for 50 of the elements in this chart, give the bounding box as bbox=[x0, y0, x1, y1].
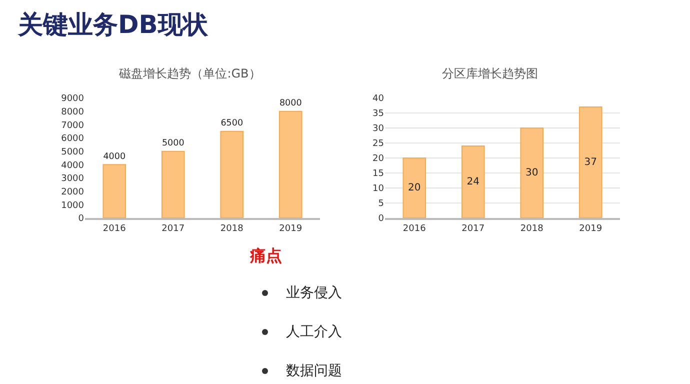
bar bbox=[520, 128, 544, 218]
data-label: 24 bbox=[466, 176, 480, 188]
y-tick-label: 9000 bbox=[61, 94, 84, 104]
y-tick-label: 25 bbox=[372, 139, 384, 150]
y-tick-label: 40 bbox=[372, 94, 384, 104]
text: 关键业务DB现状 bbox=[18, 9, 208, 41]
data-label: 4000 bbox=[103, 152, 126, 162]
y-tick-label: 5000 bbox=[61, 147, 84, 158]
y-tick-label: 5 bbox=[378, 199, 384, 210]
data-label: 20 bbox=[408, 182, 421, 194]
y-tick-label: 8000 bbox=[61, 107, 84, 118]
text: 业务侵入 bbox=[286, 285, 342, 301]
bar bbox=[161, 150, 185, 218]
bar bbox=[402, 158, 426, 218]
bar bbox=[220, 130, 244, 218]
x-tick-label: 2016 bbox=[102, 224, 126, 234]
x-tick-label: 2018 bbox=[220, 224, 244, 234]
data-label: 5000 bbox=[162, 138, 184, 149]
y-tick-label: 15 bbox=[372, 169, 384, 180]
text: 人工介入 bbox=[286, 324, 342, 340]
y-tick-label: 4000 bbox=[61, 160, 84, 171]
y-tick-label: 0 bbox=[378, 214, 384, 224]
y-tick-label: 6000 bbox=[61, 134, 84, 144]
x-tick-label: 2019 bbox=[279, 224, 302, 234]
y-tick-label: 0 bbox=[78, 214, 84, 224]
y-tick-label: 35 bbox=[372, 109, 384, 120]
x-tick-label: 2018 bbox=[520, 224, 544, 234]
data-label: 8000 bbox=[279, 98, 302, 109]
x-tick-label: 2016 bbox=[402, 224, 426, 234]
y-tick-label: 10 bbox=[372, 184, 384, 194]
bar bbox=[578, 106, 602, 218]
text: 数据问题 bbox=[286, 363, 342, 379]
text: 痛点 bbox=[250, 246, 282, 267]
data-label: 30 bbox=[526, 168, 538, 178]
data-label: 6500 bbox=[220, 118, 244, 129]
bar bbox=[278, 110, 302, 218]
bar bbox=[461, 146, 485, 218]
y-tick-label: 2000 bbox=[61, 187, 84, 198]
y-tick-label: 30 bbox=[372, 124, 384, 134]
chart-title: 磁盘增长趋势（单位:GB） bbox=[118, 66, 261, 81]
y-tick-label: 7000 bbox=[61, 120, 84, 131]
x-tick-label: 2017 bbox=[462, 224, 485, 234]
x-tick-label: 2019 bbox=[579, 224, 602, 234]
chart-title: 分区库增长趋势图 bbox=[442, 66, 538, 81]
y-tick-label: 3000 bbox=[61, 174, 84, 184]
bar bbox=[102, 164, 126, 218]
data-label: 37 bbox=[584, 157, 597, 168]
y-tick-label: 1000 bbox=[61, 200, 84, 211]
y-tick-label: 20 bbox=[372, 154, 384, 164]
x-tick-label: 2017 bbox=[162, 224, 185, 234]
